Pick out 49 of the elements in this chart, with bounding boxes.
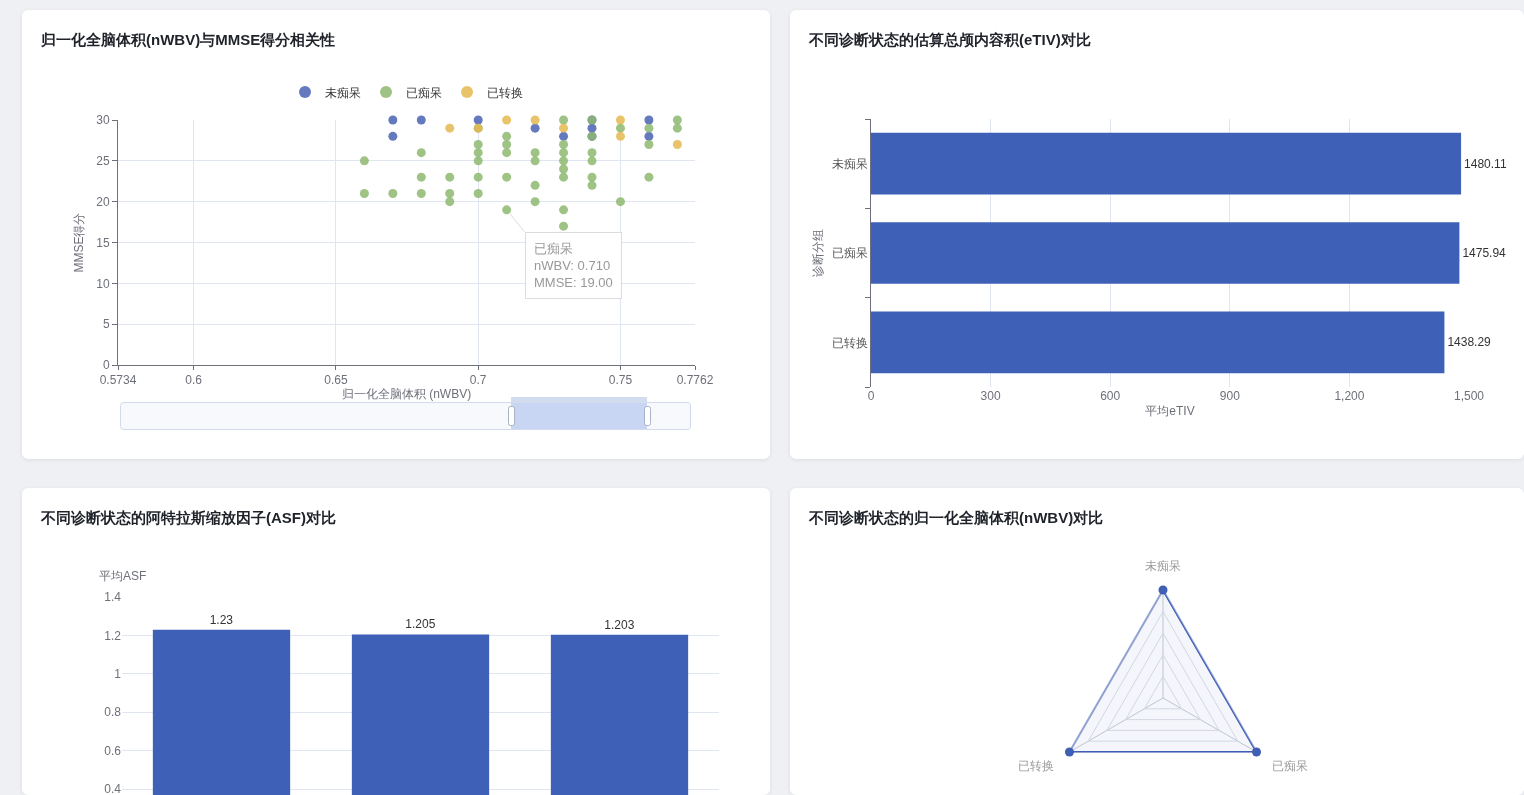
x-tick-label: 1,200 bbox=[1334, 389, 1365, 403]
data-label: 1438.29 bbox=[1447, 335, 1492, 350]
x-tick-label: 300 bbox=[980, 389, 1001, 403]
y-axis-title: 平均ASF bbox=[99, 569, 147, 583]
legend-label: 已痴呆 bbox=[406, 85, 442, 100]
legend-label: 已转换 bbox=[487, 85, 523, 100]
x-tick-label: 1,500 bbox=[1453, 389, 1485, 403]
spoke-label: 已转换 bbox=[1018, 759, 1055, 774]
y-tick-label: 10 bbox=[96, 276, 110, 291]
y-tick-label: 5 bbox=[102, 317, 110, 332]
chart-title: 不同诊断状态的归一化全脑体积(nWBV)对比 bbox=[808, 509, 1104, 527]
x-tick-label: 0.6 bbox=[185, 373, 203, 388]
y-tick-label: 1 bbox=[114, 667, 122, 682]
x-tick-label: 0.65 bbox=[324, 373, 348, 388]
data-label: 1.205 bbox=[405, 617, 436, 632]
y-axis-title: MMSE得分 bbox=[71, 212, 86, 273]
y-tick-label: 30 bbox=[96, 113, 110, 128]
y-axis-title: 诊断分组 bbox=[810, 229, 825, 277]
y-tick-label: 20 bbox=[96, 194, 110, 209]
chart-title: 归一化全脑体积(nWBV)与MMSE得分相关性 bbox=[40, 31, 336, 49]
y-tick-label: 未痴呆 bbox=[831, 156, 868, 171]
y-tick-label: 25 bbox=[96, 154, 110, 169]
x-axis-title: 归一化全脑体积 (nWBV) bbox=[341, 387, 472, 402]
x-tick-label: 0.75 bbox=[608, 373, 633, 388]
data-label: 1475.94 bbox=[1462, 246, 1507, 260]
x-axis-title: 平均eTIV bbox=[1145, 403, 1195, 418]
y-tick-label: 0.4 bbox=[104, 782, 122, 795]
spoke-label: 已痴呆 bbox=[1271, 759, 1308, 774]
spoke-label: 未痴呆 bbox=[1145, 559, 1181, 574]
data-label: 1.203 bbox=[604, 617, 635, 632]
y-tick-label: 已痴呆 bbox=[831, 246, 868, 261]
y-tick-label: 0 bbox=[102, 358, 110, 373]
y-tick-label: 0.6 bbox=[104, 743, 122, 758]
x-tick-label: 900 bbox=[1219, 389, 1241, 403]
chart-title: 不同诊断状态的阿特拉斯缩放因子(ASF)对比 bbox=[40, 509, 336, 527]
x-tick-label: 0.7 bbox=[469, 373, 487, 388]
annotation: 已痴呆 nWBV: 0.710 MMSE: 19.00 bbox=[534, 241, 613, 290]
x-tick-label: 600 bbox=[1100, 389, 1121, 403]
y-tick-label: 1.2 bbox=[104, 628, 122, 643]
data-label: 1480.11 bbox=[1464, 156, 1507, 171]
legend-label: 未痴呆 bbox=[325, 85, 361, 100]
y-tick-label: 已转换 bbox=[831, 335, 868, 350]
y-tick-label: 1.4 bbox=[104, 590, 122, 605]
y-tick-label: 0.8 bbox=[104, 705, 122, 720]
y-tick-label: 15 bbox=[96, 235, 110, 250]
data-label: 1.23 bbox=[209, 612, 234, 627]
x-tick-label: 0.5734 bbox=[99, 373, 137, 388]
chart-title: 不同诊断状态的估算总颅内容积(eTIV)对比 bbox=[808, 31, 1091, 49]
x-tick-label: 0.7762 bbox=[676, 373, 714, 388]
